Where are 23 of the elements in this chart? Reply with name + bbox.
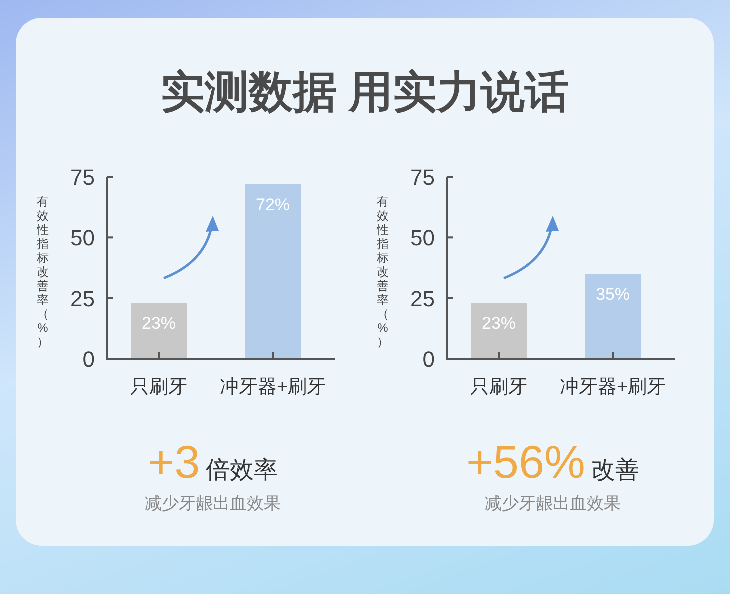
x-tick-label: 只刷牙	[470, 377, 528, 398]
x-tick-label: 冲牙器+刷牙	[220, 377, 326, 398]
y-tick-label: 75	[70, 165, 95, 190]
text: 有效性指标改善率（%）	[377, 195, 389, 349]
text: 倍效率	[206, 457, 278, 484]
chart-title: 实测数据 用实力说话	[160, 68, 570, 117]
data-label: 72%	[256, 195, 290, 214]
x-tick-label: 只刷牙	[130, 377, 188, 398]
text: 有效性指标改善率（%）	[37, 195, 49, 349]
x-tick-label: 冲牙器+刷牙	[560, 377, 666, 398]
text: +56%	[466, 436, 586, 488]
y-tick-label: 50	[410, 226, 435, 251]
text: 减少牙龈出血效果	[485, 494, 621, 513]
y-tick-label: 25	[70, 286, 95, 312]
y-tick-label: 0	[82, 347, 95, 372]
text: 改善	[591, 457, 640, 484]
y-tick-label: 0	[422, 347, 435, 372]
data-label: 35%	[596, 285, 630, 304]
text: +3	[148, 436, 200, 488]
y-tick-label: 75	[410, 165, 435, 190]
text: 减少牙龈出血效果	[145, 494, 281, 513]
y-tick-label: 50	[70, 226, 95, 251]
y-tick-label: 25	[410, 286, 435, 312]
